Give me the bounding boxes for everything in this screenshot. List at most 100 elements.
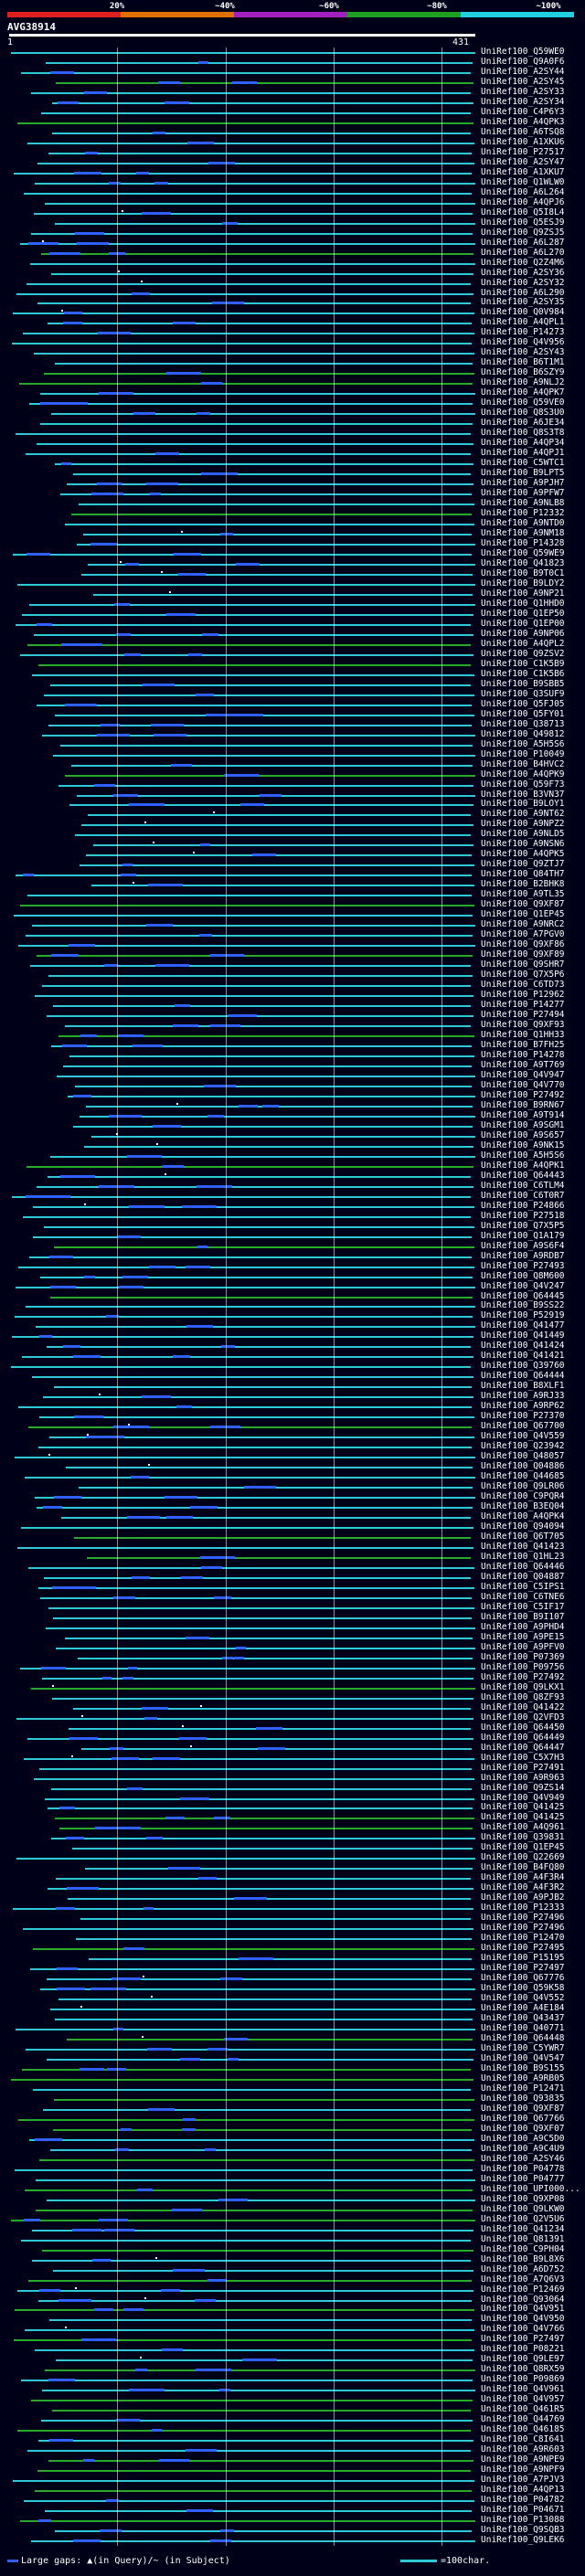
hit-label[interactable]: UniRef100_A2SY46 [481, 2153, 565, 2164]
hit-label[interactable]: UniRef100_B9SBB5 [481, 678, 565, 689]
hit-label[interactable]: UniRef100_P27494 [481, 1010, 565, 1021]
hit-label[interactable]: UniRef100_A9NP21 [481, 588, 565, 599]
hit-label[interactable]: UniRef100_A4QPK7 [481, 387, 565, 398]
hit-label[interactable]: UniRef100_Q93835 [481, 2093, 565, 2104]
hit-label[interactable]: UniRef100_Q1A179 [481, 1230, 565, 1241]
hit-label[interactable]: UniRef100_B9I107 [481, 1611, 565, 1622]
hit-label[interactable]: UniRef100_A1XKU7 [481, 166, 565, 177]
hit-label[interactable]: UniRef100_P14277 [481, 1000, 565, 1011]
hit-label[interactable]: UniRef100_A9T914 [481, 1109, 565, 1120]
hit-label[interactable]: UniRef100_P27492 [481, 1671, 565, 1682]
hit-label[interactable]: UniRef100_A5H5S6 [481, 738, 565, 749]
hit-label[interactable]: UniRef100_Q41449 [481, 1330, 565, 1341]
hit-label[interactable]: UniRef100_Q4V949 [481, 1792, 565, 1803]
hit-label[interactable]: UniRef100_A9PE15 [481, 1631, 565, 1642]
hit-label[interactable]: UniRef100_Q9ZS14 [481, 1782, 565, 1793]
hit-label[interactable]: UniRef100_Q5FY01 [481, 708, 565, 719]
hit-label[interactable]: UniRef100_P27518 [481, 1210, 565, 1221]
hit-label[interactable]: UniRef100_C1K5B6 [481, 668, 565, 679]
hit-label[interactable]: UniRef100_Q44685 [481, 1471, 565, 1482]
hit-label[interactable]: UniRef100_Q59WE0 [481, 48, 565, 57]
hit-label[interactable]: UniRef100_Q9LKW0 [481, 2203, 565, 2214]
hit-label[interactable]: UniRef100_Q9XF87 [481, 2103, 565, 2114]
hit-label[interactable]: UniRef100_B3VN37 [481, 789, 565, 800]
hit-label[interactable]: UniRef100_P04782 [481, 2495, 565, 2506]
hit-label[interactable]: UniRef100_A9NLJ2 [481, 377, 565, 388]
hit-label[interactable]: UniRef100_Q94094 [481, 1521, 565, 1532]
hit-label[interactable]: UniRef100_Q1HHD0 [481, 598, 565, 609]
hit-label[interactable]: UniRef100_C5WTC1 [481, 458, 565, 469]
hit-label[interactable]: UniRef100_P09869 [481, 2374, 565, 2385]
hit-label[interactable]: UniRef100_P08221 [481, 2344, 565, 2355]
hit-label[interactable]: UniRef100_A9RP62 [481, 1401, 565, 1412]
hit-label[interactable]: UniRef100_Q1HL23 [481, 1551, 565, 1562]
hit-label[interactable]: UniRef100_A2SY45 [481, 76, 565, 87]
hit-label[interactable]: UniRef100_Q59F73 [481, 779, 565, 790]
hit-label[interactable]: UniRef100_P15195 [481, 1953, 565, 1964]
hit-label[interactable]: UniRef100_C6T0R7 [481, 1190, 565, 1201]
hit-label[interactable]: UniRef100_A2SY33 [481, 86, 565, 97]
hit-label[interactable]: UniRef100_A2SY32 [481, 277, 565, 288]
hit-label[interactable]: UniRef100_A2SY43 [481, 347, 565, 358]
hit-label[interactable]: UniRef100_Q4V957 [481, 2394, 565, 2405]
hit-label[interactable]: UniRef100_A9TL35 [481, 889, 565, 900]
hit-label[interactable]: UniRef100_B9S155 [481, 2062, 565, 2073]
hit-label[interactable]: UniRef100_C6TLM4 [481, 1180, 565, 1191]
hit-label[interactable]: UniRef100_Q4V947 [481, 1069, 565, 1080]
hit-label[interactable]: UniRef100_P13088 [481, 2515, 565, 2526]
hit-label[interactable]: UniRef100_Q2V5U6 [481, 2213, 565, 2224]
hit-label[interactable]: UniRef100_Q9SHR7 [481, 959, 565, 970]
hit-label[interactable]: UniRef100_Q1HH33 [481, 1030, 565, 1041]
hit-label[interactable]: UniRef100_Q67766 [481, 2113, 565, 2124]
hit-label[interactable]: UniRef100_A6D752 [481, 2263, 565, 2274]
hit-label[interactable]: UniRef100_Q48057 [481, 1451, 565, 1462]
hit-label[interactable]: UniRef100_P24866 [481, 1200, 565, 1211]
hit-label[interactable]: UniRef100_Q9XF89 [481, 949, 565, 960]
hit-label[interactable]: UniRef100_P07369 [481, 1651, 565, 1662]
hit-label[interactable]: UniRef100_Q41421 [481, 1351, 565, 1362]
hit-label[interactable]: UniRef100_Q8S3U0 [481, 408, 565, 419]
hit-label[interactable]: UniRef100_Q04886 [481, 1461, 565, 1472]
hit-label[interactable]: UniRef100_Q8M600 [481, 1270, 565, 1281]
hit-label[interactable]: UniRef100_Q9ZSJ5 [481, 227, 565, 238]
hit-label[interactable]: UniRef100_A6L290 [481, 287, 565, 298]
hit-label[interactable]: UniRef100_Q1WLW0 [481, 176, 565, 187]
hit-label[interactable]: UniRef100_UPI000... [481, 2183, 580, 2194]
hit-label[interactable]: UniRef100_A9PFW7 [481, 488, 565, 499]
hit-label[interactable]: UniRef100_B6T1M1 [481, 357, 565, 368]
hit-label[interactable]: UniRef100_A4Q961 [481, 1822, 565, 1833]
hit-label[interactable]: UniRef100_A4E184 [481, 2003, 565, 2014]
hit-label[interactable]: UniRef100_A9S6F4 [481, 1240, 565, 1251]
hit-label[interactable]: UniRef100_Q4V951 [481, 2304, 565, 2315]
hit-label[interactable]: UniRef100_A9NT62 [481, 809, 565, 820]
hit-label[interactable]: UniRef100_B9RN67 [481, 1099, 565, 1110]
hit-label[interactable]: UniRef100_Q4V956 [481, 337, 565, 348]
hit-label[interactable]: UniRef100_P27370 [481, 1411, 565, 1422]
hit-label[interactable]: UniRef100_Q7X5P5 [481, 1220, 565, 1231]
hit-label[interactable]: UniRef100_Q5I8L4 [481, 207, 565, 217]
hit-label[interactable]: UniRef100_C4P6Y3 [481, 106, 565, 117]
hit-label[interactable]: UniRef100_Q64448 [481, 2033, 565, 2044]
hit-label[interactable]: UniRef100_Q5ESJ9 [481, 217, 565, 228]
hit-label[interactable]: UniRef100_B9LOY1 [481, 799, 565, 810]
hit-label[interactable]: UniRef100_Q4V770 [481, 1079, 565, 1090]
hit-label[interactable]: UniRef100_Q59K58 [481, 1983, 565, 1994]
hit-label[interactable]: UniRef100_Q4V552 [481, 1993, 565, 2004]
hit-label[interactable]: UniRef100_P27517 [481, 146, 565, 157]
hit-label[interactable]: UniRef100_Q9XF07 [481, 2123, 565, 2134]
hit-label[interactable]: UniRef100_B2BHK8 [481, 879, 565, 890]
hit-label[interactable]: UniRef100_Q64443 [481, 1170, 565, 1181]
hit-label[interactable]: UniRef100_A9NTD0 [481, 518, 565, 529]
hit-label[interactable]: UniRef100_B9SS22 [481, 1300, 565, 1311]
hit-label[interactable]: UniRef100_Q41477 [481, 1320, 565, 1331]
hit-label[interactable]: UniRef100_A9RJ33 [481, 1391, 565, 1402]
hit-label[interactable]: UniRef100_Q0V984 [481, 307, 565, 318]
hit-label[interactable]: UniRef100_A7PGV0 [481, 929, 565, 940]
hit-label[interactable]: UniRef100_A4QPK3 [481, 116, 565, 127]
hit-label[interactable]: UniRef100_P12333 [481, 1903, 565, 1913]
hit-label[interactable]: UniRef100_Q59VE0 [481, 398, 565, 408]
hit-label[interactable]: UniRef100_P27496 [481, 1923, 565, 1934]
hit-label[interactable]: UniRef100_A7Q6V3 [481, 2274, 565, 2284]
hit-label[interactable]: UniRef100_A4F3R4 [481, 1872, 565, 1883]
hit-label[interactable]: UniRef100_Q93064 [481, 2294, 565, 2305]
